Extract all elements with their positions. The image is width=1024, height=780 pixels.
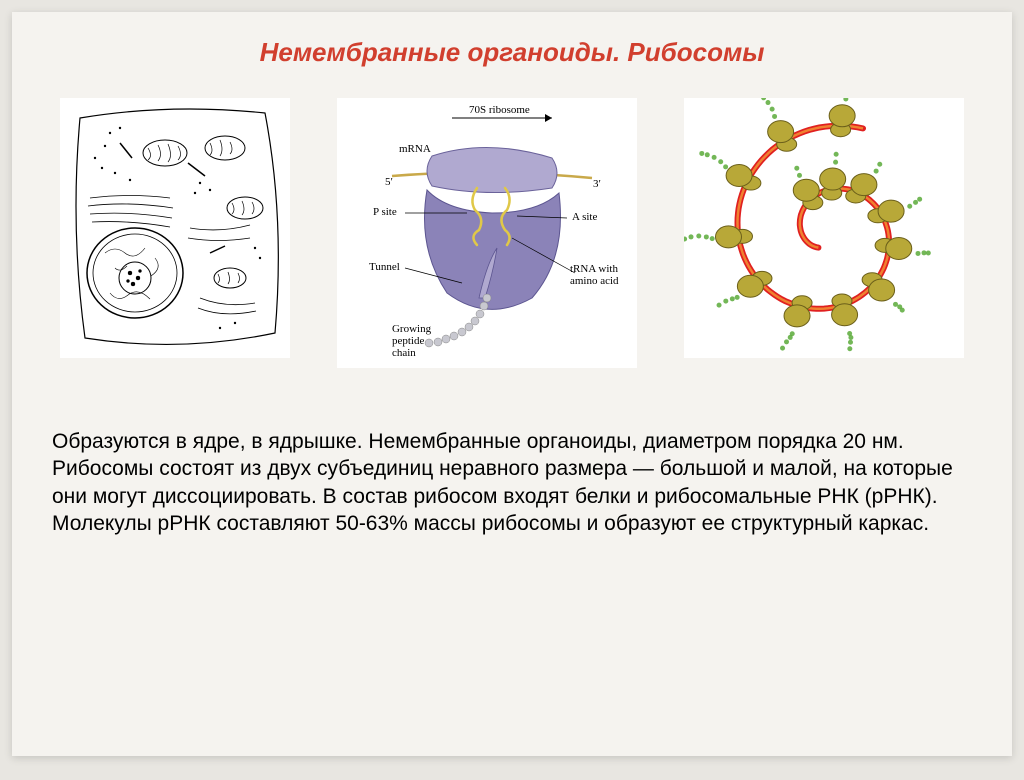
figures-row: 70S ribosome mRNA 5′ 3′ P site A site Tu… bbox=[42, 98, 982, 368]
label-peptide: Growing peptide chain bbox=[392, 323, 447, 359]
polysome-svg bbox=[684, 98, 964, 358]
figure-ribosome: 70S ribosome mRNA 5′ 3′ P site A site Tu… bbox=[337, 98, 637, 368]
label-mrna: mRNA bbox=[399, 143, 431, 155]
label-70s: 70S ribosome bbox=[469, 104, 530, 116]
label-psite: P site bbox=[373, 206, 397, 218]
label-tunnel: Tunnel bbox=[369, 261, 400, 273]
figure-polysome bbox=[684, 98, 964, 358]
ribosome-svg bbox=[337, 98, 637, 368]
cell-em-svg bbox=[60, 98, 290, 358]
figure-cell-em bbox=[60, 98, 290, 358]
slide: Немембранные органоиды. Рибосомы bbox=[12, 12, 1012, 756]
label-trna: tRNA with amino acid bbox=[570, 263, 630, 287]
label-5prime: 5′ bbox=[385, 176, 393, 188]
label-asite: A site bbox=[572, 211, 597, 223]
slide-title: Немембранные органоиды. Рибосомы bbox=[42, 37, 982, 68]
label-3prime: 3′ bbox=[593, 178, 601, 190]
body-text: Образуются в ядре, в ядрышке. Немембранн… bbox=[42, 428, 982, 537]
